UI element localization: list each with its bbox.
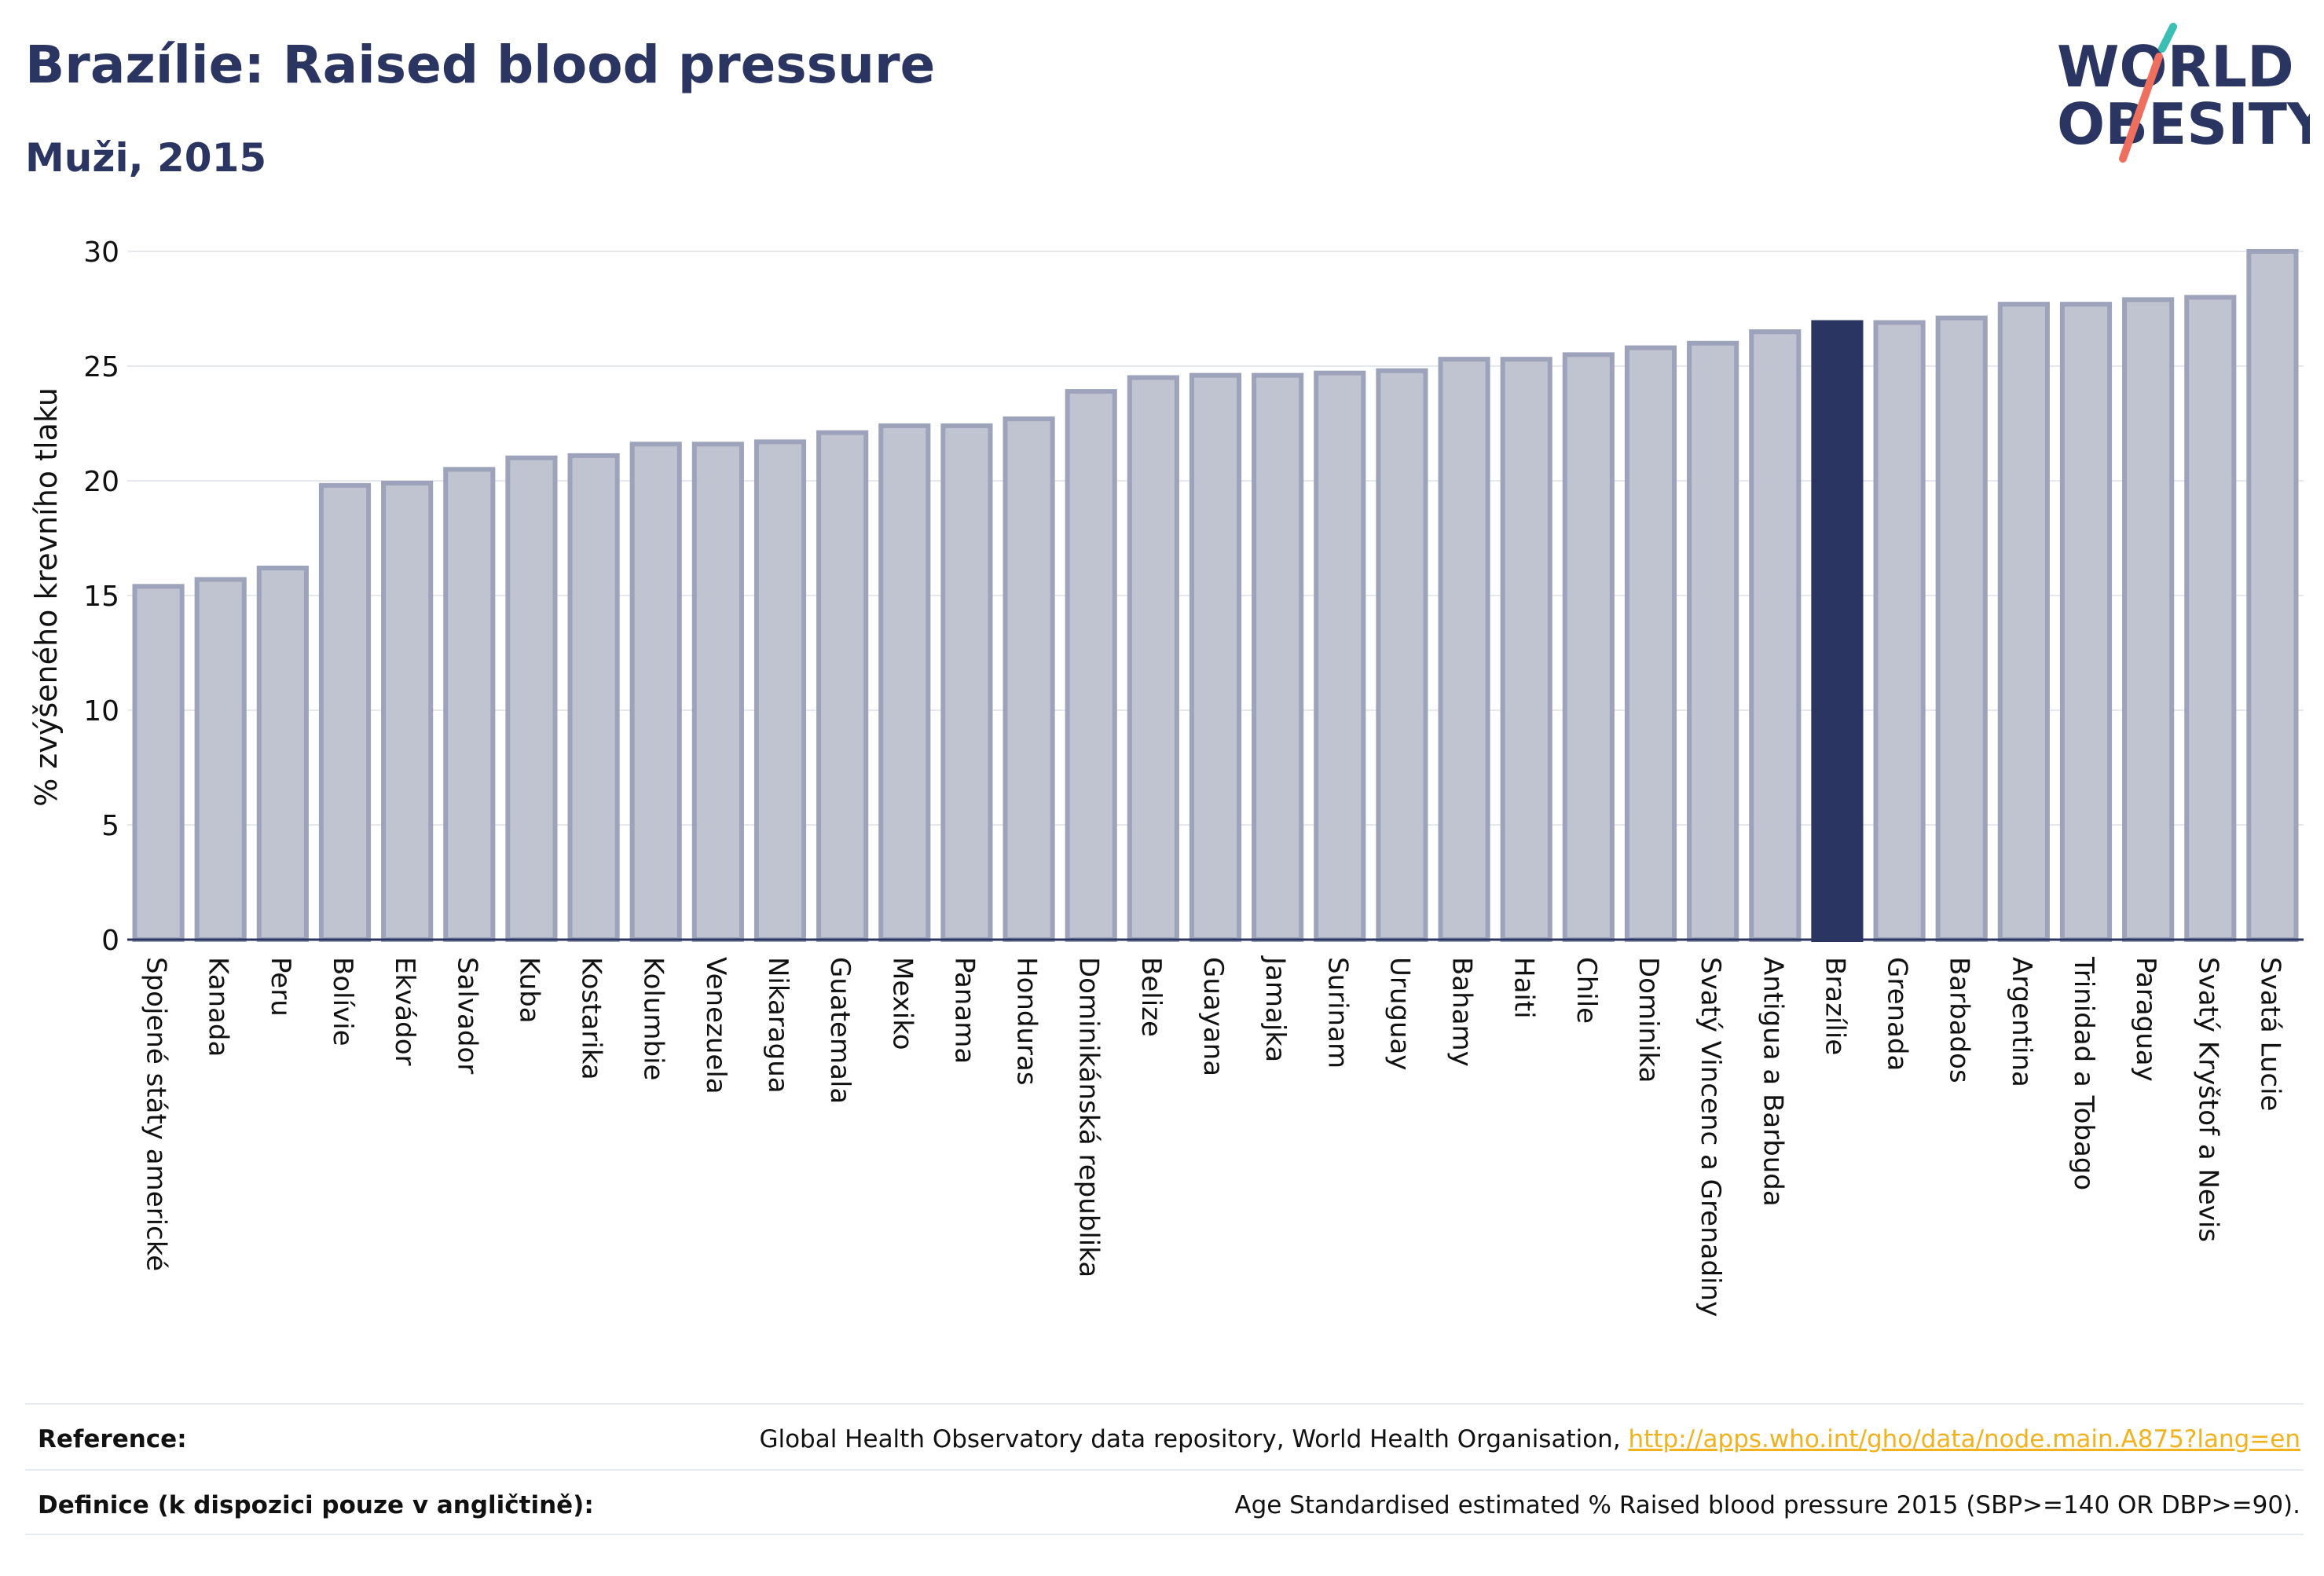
y-tick-label: 10	[83, 695, 119, 728]
x-tick-label: Trinidad a Tobago	[2068, 956, 2099, 1190]
reference-text: Global Health Observatory data repositor…	[759, 1425, 1629, 1453]
chart-subtitle: Muži, 2015	[25, 135, 267, 181]
x-tick-label: Kanada	[203, 957, 234, 1057]
bar	[1500, 357, 1552, 942]
reference-value: Global Health Observatory data repositor…	[759, 1425, 2300, 1453]
bar	[194, 577, 247, 942]
logo-text-world: WORLD	[2057, 34, 2294, 100]
x-tick-label: Salvador	[451, 957, 482, 1074]
bar	[753, 439, 807, 942]
y-tick-label: 5	[101, 810, 119, 842]
x-tick-label: Ekvádor	[389, 957, 420, 1066]
x-tick-label: Surinam	[1321, 957, 1353, 1068]
bar	[1376, 368, 1428, 942]
x-tick-label: Bolívie	[327, 957, 358, 1046]
bar	[629, 442, 682, 942]
bar	[1935, 315, 1988, 942]
x-tick-label: Jamajka	[1259, 955, 1291, 1062]
bar	[1252, 372, 1304, 942]
x-tick-label: Mexiko	[886, 957, 918, 1050]
bar	[1687, 340, 1739, 942]
bar	[1003, 416, 1055, 942]
x-tick-label: Spojené státy americké	[141, 957, 172, 1271]
x-tick-label: Belize	[1135, 957, 1167, 1037]
x-tick-label: Antigua a Barbuda	[1757, 957, 1788, 1207]
reference-link[interactable]: http://apps.who.int/gho/data/node.main.A…	[1628, 1425, 2300, 1453]
chart-title: Brazílie: Raised blood pressure	[25, 35, 936, 95]
logo-slash-coral	[2119, 53, 2163, 163]
x-tick-label: Dominikánská republika	[1073, 957, 1105, 1277]
bar-chart: 0 5 10 15 20 25 30 Spojené státy americké Kanad…	[29, 236, 2304, 1317]
bar	[1189, 372, 1242, 942]
bar	[691, 442, 744, 942]
bar	[940, 423, 993, 942]
definition-label: Definice (k dispozici pouze v angličtině…	[38, 1491, 594, 1519]
bar	[1065, 389, 1117, 942]
footer-divider-bottom	[25, 1534, 2304, 1535]
definition-value: Age Standardised estimated % Raised bloo…	[1234, 1491, 2300, 1519]
x-tick-label: Brazílie	[1819, 957, 1850, 1055]
x-tick-label: Chile	[1571, 957, 1602, 1024]
x-tick-label: Barbados	[1944, 957, 1975, 1083]
bar	[132, 584, 185, 942]
bar	[1314, 370, 1366, 942]
x-tick-label: Svatý Vincenc a Grenadiny	[1695, 957, 1726, 1317]
x-tick-label: Kostarika	[576, 957, 607, 1080]
x-tick-label: Panama	[948, 957, 980, 1064]
bar	[1997, 302, 2050, 943]
x-tick-label: Argentina	[2006, 957, 2037, 1087]
x-tick-label: Guayana	[1197, 957, 1229, 1076]
footer-divider-middle	[25, 1469, 2304, 1471]
bar-highlighted	[1811, 320, 1864, 942]
x-tick-label: Uruguay	[1384, 957, 1415, 1071]
bar	[2184, 295, 2237, 942]
bar	[1873, 320, 1926, 942]
x-tick-label: Guatemala	[824, 957, 856, 1104]
x-tick-label: Kolumbie	[638, 957, 669, 1080]
bar	[2246, 249, 2299, 942]
bar	[443, 467, 496, 942]
logo-text-obesity: OBESITY	[2057, 91, 2310, 157]
bar	[318, 482, 372, 942]
footer-divider-top	[25, 1403, 2304, 1405]
y-tick-label: 30	[83, 236, 119, 269]
bar	[1438, 357, 1490, 942]
bar	[2059, 302, 2113, 943]
reference-label: Reference:	[38, 1425, 187, 1453]
x-tick-label: Paraguay	[2130, 957, 2161, 1082]
x-tick-label: Nikaragua	[762, 957, 794, 1094]
bar	[381, 480, 434, 942]
x-tick-label: Bahamy	[1446, 957, 1478, 1067]
x-tick-label: Grenada	[1882, 957, 1913, 1071]
x-tick-label: Haiti	[1508, 957, 1540, 1019]
y-tick-label: 25	[83, 351, 119, 383]
x-tick-label: Svatá Lucie	[2254, 957, 2286, 1111]
y-tick-label: 20	[83, 466, 119, 498]
x-tick-label: Kuba	[513, 957, 544, 1024]
bar	[1562, 352, 1615, 942]
logo-slash-teal	[2158, 23, 2177, 53]
y-axis-label: % zvýšeného krevního tlaku	[29, 387, 64, 807]
y-tick-label: 0	[101, 925, 119, 957]
x-tick-label: Peru	[265, 957, 296, 1017]
bar	[816, 430, 869, 942]
bar	[878, 423, 931, 942]
bar	[1749, 329, 1802, 942]
bar	[2122, 297, 2175, 942]
x-tick-label: Honduras	[1011, 957, 1043, 1086]
bar	[1127, 375, 1179, 943]
bar	[256, 565, 309, 943]
bar	[1624, 345, 1677, 942]
x-tick-label: Venezuela	[700, 957, 731, 1094]
y-tick-label: 15	[83, 581, 119, 613]
x-tick-label: Dominika	[1633, 957, 1664, 1083]
bar	[567, 453, 620, 942]
bar	[505, 455, 558, 942]
world-obesity-logo: WORLD OBESITY	[2057, 23, 2310, 163]
x-tick-label: Svatý Kryštof a Nevis	[2192, 957, 2223, 1242]
